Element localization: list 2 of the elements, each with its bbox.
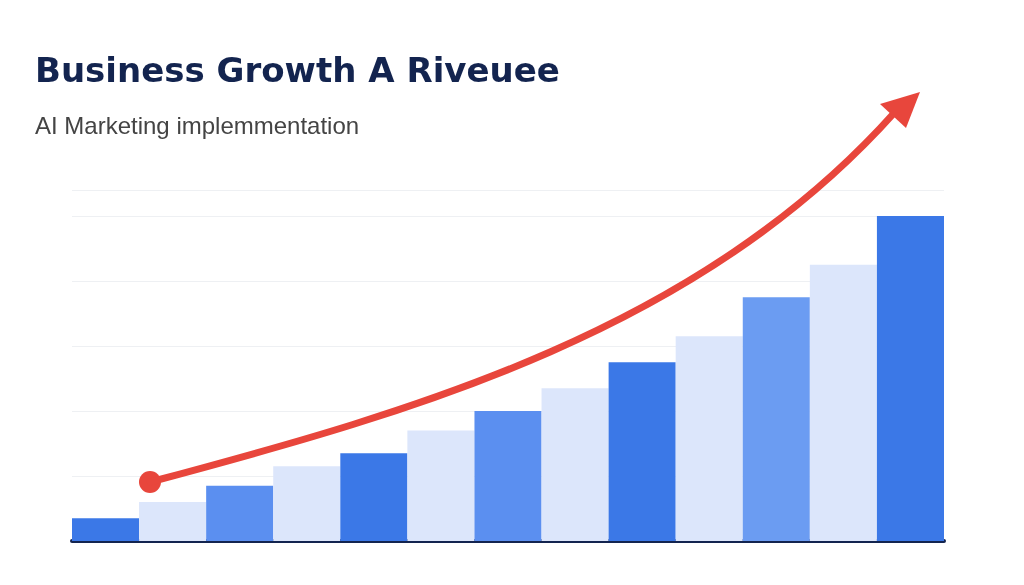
chart-subtitle: AI Marketing implemmentation: [35, 111, 360, 139]
chart-title: Business Growth A Riveuee: [35, 50, 560, 90]
